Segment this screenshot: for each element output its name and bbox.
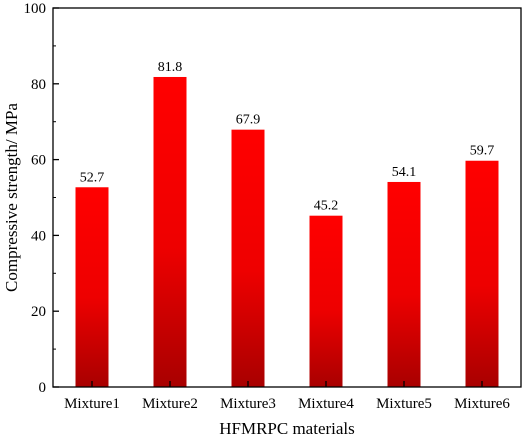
y-tick-label: 60 — [31, 153, 46, 169]
data-label-mixture4: 45.2 — [314, 199, 339, 214]
y-tick-label: 80 — [31, 77, 46, 93]
bar-mixture3 — [231, 129, 265, 387]
bar-mixture2 — [153, 76, 187, 387]
bar-mixture6 — [465, 160, 499, 387]
data-label-mixture5: 54.1 — [392, 165, 417, 180]
data-label-mixture3: 67.9 — [236, 113, 261, 128]
x-axis-title: HFMRPC materials — [219, 419, 355, 438]
x-tick-label-mixture4: Mixture4 — [298, 396, 354, 412]
y-axis-title: Compressive strength/ MPa — [2, 103, 21, 292]
bars-group — [75, 76, 499, 387]
data-label-mixture6: 59.7 — [470, 144, 495, 159]
x-tick-label-mixture3: Mixture3 — [220, 396, 276, 412]
y-tick-label: 0 — [39, 380, 47, 396]
data-label-mixture2: 81.8 — [158, 60, 183, 75]
x-tick-label-mixture1: Mixture1 — [64, 396, 120, 412]
data-label-mixture1: 52.7 — [80, 170, 105, 185]
axes-group — [52, 7, 522, 388]
x-tick-label-mixture2: Mixture2 — [142, 396, 198, 412]
bar-mixture1 — [75, 187, 109, 387]
y-tick-label: 40 — [31, 228, 46, 244]
ticks-group: 0 20 40 60 80 100 Mixture1 Mixture2 Mixture3 Mixt… — [24, 1, 511, 412]
bar-mixture4 — [309, 215, 343, 387]
y-tick-label: 100 — [24, 1, 47, 17]
y-tick-label: 20 — [31, 304, 46, 320]
plot-frame — [52, 7, 522, 388]
x-tick-label-mixture6: Mixture6 — [454, 396, 510, 412]
data-labels-group: 52.7 81.8 67.9 45.2 54.1 59.7 — [80, 60, 495, 214]
x-tick-label-mixture5: Mixture5 — [376, 396, 432, 412]
bar-mixture5 — [387, 181, 421, 387]
